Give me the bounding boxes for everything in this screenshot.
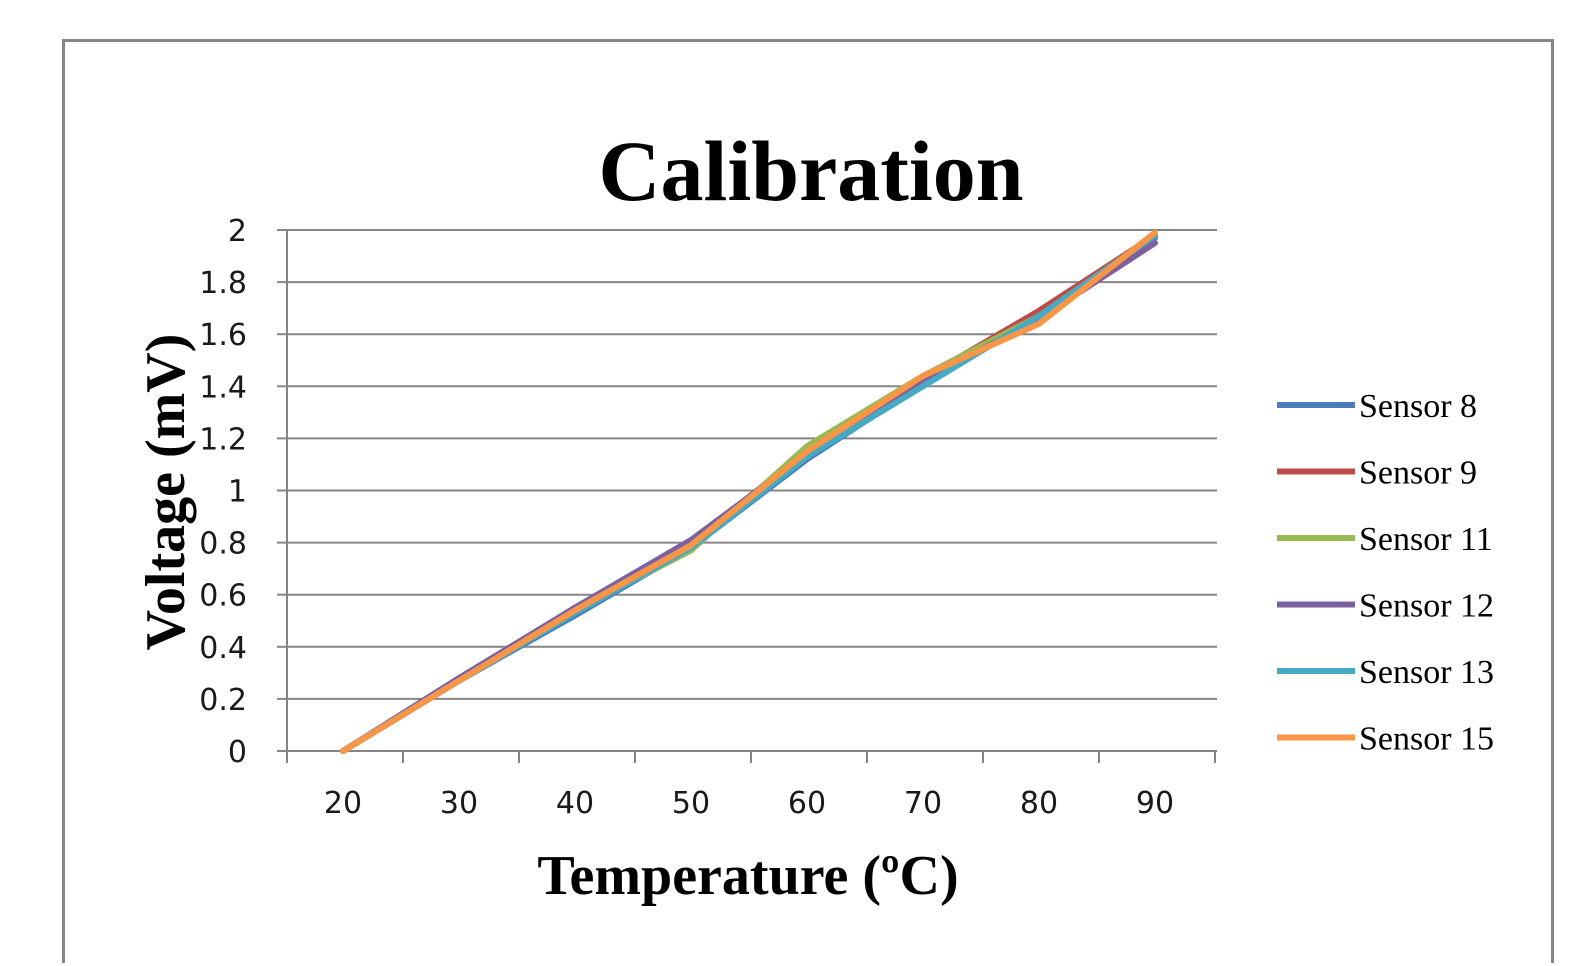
x-tick-label: 40: [556, 786, 594, 821]
legend-label: Sensor 9: [1359, 455, 1477, 492]
x-tick-label: 20: [324, 786, 362, 821]
y-axis-title: Voltage (mV): [135, 334, 197, 651]
plot-series: [340, 229, 1158, 754]
x-axis-title: Temperature (ºC): [537, 845, 958, 907]
chart-title: Calibration: [598, 123, 1023, 219]
legend-label: Sensor 8: [1359, 388, 1477, 425]
y-tick-label: 2: [228, 214, 247, 249]
y-tick-label: 0: [228, 735, 247, 770]
y-tick-label: 0.4: [199, 631, 247, 666]
axes: [277, 229, 1217, 763]
y-tick-label: 1: [228, 475, 247, 510]
legend-label: Sensor 12: [1359, 588, 1494, 625]
y-tick-label: 0.2: [199, 683, 247, 718]
x-tick-label: 70: [904, 786, 942, 821]
x-tick-label: 50: [672, 786, 710, 821]
y-tick-label: 1.4: [199, 370, 247, 405]
gridlines: [287, 229, 1217, 752]
legend: Sensor 8 Sensor 9 Sensor 11 Sensor 12 Sensor…: [1277, 388, 1494, 758]
y-tick-labels: 0 0.2 0.4 0.6 0.8 1 1.2 1.4 1.6 1.8 2: [199, 214, 247, 770]
x-tick-label: 80: [1020, 786, 1058, 821]
y-tick-label: 1.6: [199, 318, 247, 353]
x-tick-label: 30: [440, 786, 478, 821]
line-chart: Calibration 00.20.40.60.811.21.41.61.82 …: [135, 123, 1494, 907]
x-tick-label: 90: [1136, 786, 1174, 821]
y-tick-label: 0.6: [199, 579, 247, 614]
series-line: [340, 229, 1158, 754]
y-tick-label: 1.8: [199, 266, 247, 301]
y-tick-label: 0.8: [199, 527, 247, 562]
legend-label: Sensor 11: [1359, 521, 1493, 558]
y-tick-label: 1.2: [199, 422, 247, 457]
chart-area: Calibration 0 0.2 0.4 0.6 0.8 1 1.2 1.4 1.6 1.8 2 …: [62, 39, 1554, 963]
legend-label: Sensor 15: [1359, 721, 1494, 758]
x-tick-label: 60: [788, 786, 826, 821]
x-tick-labels: 20 30 40 50 60 70 80 90: [324, 786, 1174, 821]
legend-label: Sensor 13: [1359, 654, 1494, 691]
